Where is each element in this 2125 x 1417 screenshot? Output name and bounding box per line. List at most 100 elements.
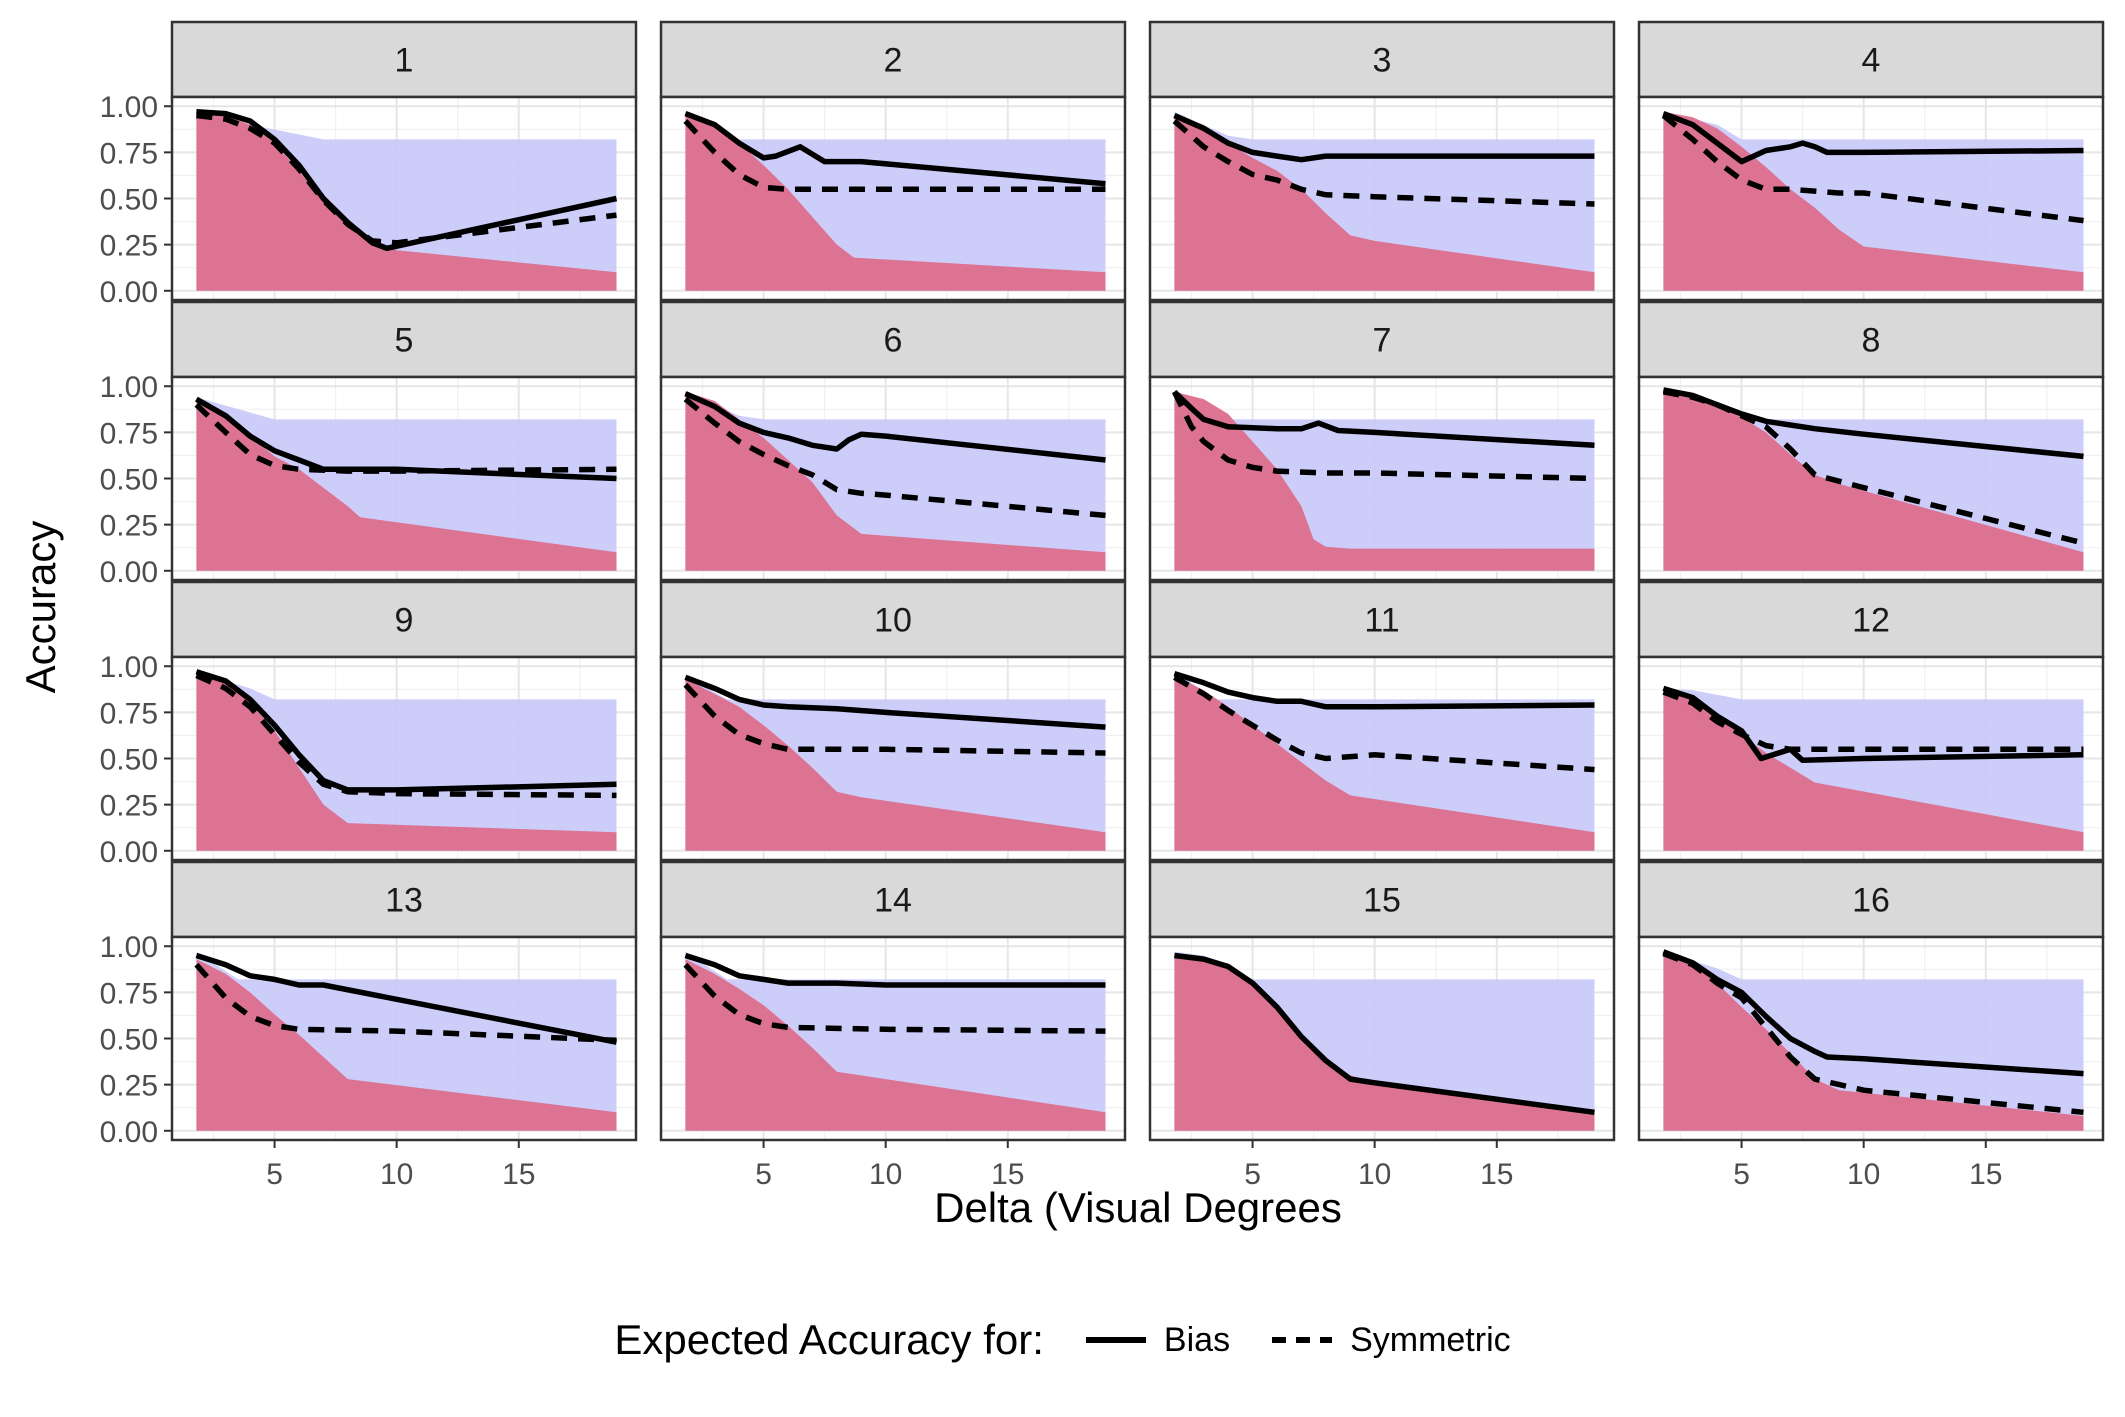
legend-item-symmetric: Symmetric <box>1270 1321 1511 1360</box>
y-tick-label: 1.00 <box>100 651 158 684</box>
x-tick-label: 10 <box>869 1158 902 1191</box>
panel-border <box>659 935 1127 1142</box>
facet-label: 12 <box>1852 602 1890 640</box>
facet-strip <box>1637 20 2105 99</box>
observed-accuracy-area <box>1174 675 1595 851</box>
facet-label: 6 <box>884 322 903 360</box>
panel-3: 3 <box>1148 20 1616 302</box>
panel-border <box>1148 375 1616 582</box>
facet-strip <box>1637 860 2105 939</box>
facet-label: 16 <box>1852 882 1890 920</box>
bias-line <box>195 669 617 793</box>
dashed-line-key <box>1272 1337 1333 1343</box>
panel-16: 16 <box>1637 860 2105 1142</box>
panel-12: 12 <box>1637 580 2105 862</box>
symmetric-line <box>194 402 617 474</box>
observed-accuracy-area <box>685 679 1106 851</box>
observed-accuracy-area <box>685 391 1106 571</box>
x-tick-label: 5 <box>1244 1158 1261 1191</box>
observed-accuracy-area <box>685 959 1106 1131</box>
facet-label: 10 <box>874 602 912 640</box>
bias-line <box>195 396 617 482</box>
x-axis-title: Delta (Visual Degrees <box>934 1184 1342 1231</box>
panel-border <box>1148 95 1616 302</box>
y-tick-label: 0.00 <box>100 556 158 589</box>
panel-10: 10 <box>659 580 1127 862</box>
panel-border <box>1637 95 2105 302</box>
facet-strip <box>1637 580 2105 659</box>
panel-6: 6 <box>659 300 1127 582</box>
facet-label: 4 <box>1862 42 1881 80</box>
facet-label: 14 <box>874 882 912 920</box>
symmetric-line <box>1662 689 2084 753</box>
facet-label: 7 <box>1373 322 1392 360</box>
y-tick-label: 1.00 <box>100 371 158 404</box>
panel-4: 4 <box>1637 20 2105 302</box>
panel-11: 11 <box>1148 580 1616 862</box>
facet-strip <box>170 300 638 379</box>
x-tick-label: 10 <box>1358 1158 1391 1191</box>
bias-line <box>1662 949 2084 1077</box>
axes-ticks: 0.00 0.25 0.50 0.75 1.00 0.00 0.25 0.50 0.75 1.00… <box>100 91 2003 1191</box>
y-tick-label: 0.50 <box>100 184 158 217</box>
y-tick-label: 0.50 <box>100 464 158 497</box>
solid-line-key <box>1085 1337 1146 1343</box>
observed-accuracy-area <box>1174 115 1595 291</box>
facet-label: 8 <box>1862 322 1881 360</box>
facet-strip <box>659 860 1127 939</box>
y-tick-label: 0.25 <box>100 230 158 263</box>
y-tick-label: 0.50 <box>100 744 158 777</box>
bias-line <box>1174 952 1595 1116</box>
facet-strip <box>170 20 638 99</box>
legend-label-symmetric: Symmetric <box>1350 1320 1511 1359</box>
observed-accuracy-area <box>685 115 1106 291</box>
observed-accuracy-area <box>1663 391 2084 571</box>
symmetric-line <box>683 682 1106 756</box>
symmetric-line <box>683 962 1106 1034</box>
panel-15: 15 <box>1148 860 1616 1142</box>
y-tick-label: 0.00 <box>100 1116 158 1149</box>
y-tick-label: 0.25 <box>100 790 158 823</box>
x-tick-label: 10 <box>380 1158 413 1191</box>
bias-line <box>195 952 618 1045</box>
symmetric-line <box>1172 118 1595 207</box>
bias-line <box>1173 112 1595 163</box>
y-tick-label: 0.00 <box>100 276 158 309</box>
x-tick-label: 15 <box>991 1158 1024 1191</box>
observed-accuracy-area <box>1663 688 2084 851</box>
x-tick-label: 5 <box>755 1158 772 1191</box>
observed-accuracy-area <box>1174 391 1595 571</box>
facet-strip <box>1148 20 1616 99</box>
observed-accuracy-area <box>1663 951 2084 1131</box>
symmetric-line <box>1662 951 2084 1116</box>
symmetric-line <box>195 672 617 799</box>
facet-strip <box>170 860 638 939</box>
symmetric-line <box>194 962 617 1044</box>
y-tick-label: 0.50 <box>100 1024 158 1057</box>
y-axis-title: Accuracy <box>17 521 64 694</box>
panel-9: 9 <box>170 580 638 862</box>
facet-strip <box>1148 300 1616 379</box>
panel-2: 2 <box>659 20 1127 302</box>
panel-13: 13 <box>170 860 638 1142</box>
x-tick-label: 15 <box>1480 1158 1513 1191</box>
legend-title: Expected Accuracy for: <box>614 1316 1044 1363</box>
panel-border <box>659 95 1127 302</box>
panel-7: 7 <box>1148 300 1616 582</box>
panel-border <box>1637 935 2105 1142</box>
legend-label-bias: Bias <box>1163 1320 1231 1359</box>
observed-accuracy-area <box>1663 111 2084 291</box>
observed-accuracy-area <box>1174 955 1595 1131</box>
bias-line <box>684 674 1106 730</box>
y-tick-label: 0.00 <box>100 836 158 869</box>
panel-border <box>1148 935 1616 1142</box>
facet-strip <box>170 580 638 659</box>
bias-line <box>196 109 618 252</box>
y-tick-label: 0.75 <box>100 137 158 170</box>
x-tick-label: 5 <box>1733 1158 1750 1191</box>
x-tick-label: 5 <box>266 1158 283 1191</box>
legend-item-bias: Bias <box>1084 1321 1230 1360</box>
symmetric-line <box>1661 113 2084 224</box>
symmetric-line <box>1173 674 1595 773</box>
